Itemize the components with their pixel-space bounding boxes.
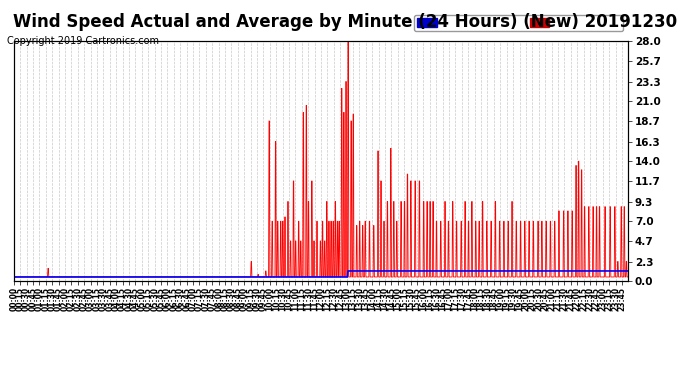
Text: Copyright 2019 Cartronics.com: Copyright 2019 Cartronics.com — [7, 36, 159, 46]
Text: Wind Speed Actual and Average by Minute (24 Hours) (New) 20191230: Wind Speed Actual and Average by Minute … — [13, 13, 677, 31]
Legend: Average  (mph), Wind  (mph): Average (mph), Wind (mph) — [415, 15, 623, 31]
